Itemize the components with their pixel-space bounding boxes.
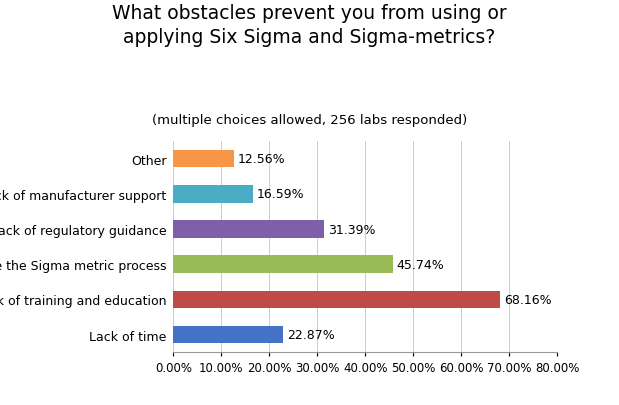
Text: 68.16%: 68.16%: [504, 293, 552, 306]
Text: 16.59%: 16.59%: [257, 188, 305, 201]
Text: What obstacles prevent you from using or
applying Six Sigma and Sigma-metrics?: What obstacles prevent you from using or…: [112, 4, 507, 47]
Bar: [173, 221, 324, 238]
Text: 12.56%: 12.56%: [238, 153, 285, 166]
Text: 22.87%: 22.87%: [287, 328, 335, 341]
Bar: [173, 256, 392, 273]
Text: 45.74%: 45.74%: [397, 258, 444, 271]
Bar: [173, 151, 233, 168]
Bar: [173, 326, 283, 343]
Text: 31.39%: 31.39%: [327, 223, 375, 236]
Bar: [173, 185, 253, 203]
Text: (multiple choices allowed, 256 labs responded): (multiple choices allowed, 256 labs resp…: [152, 113, 467, 126]
Bar: [173, 291, 500, 309]
